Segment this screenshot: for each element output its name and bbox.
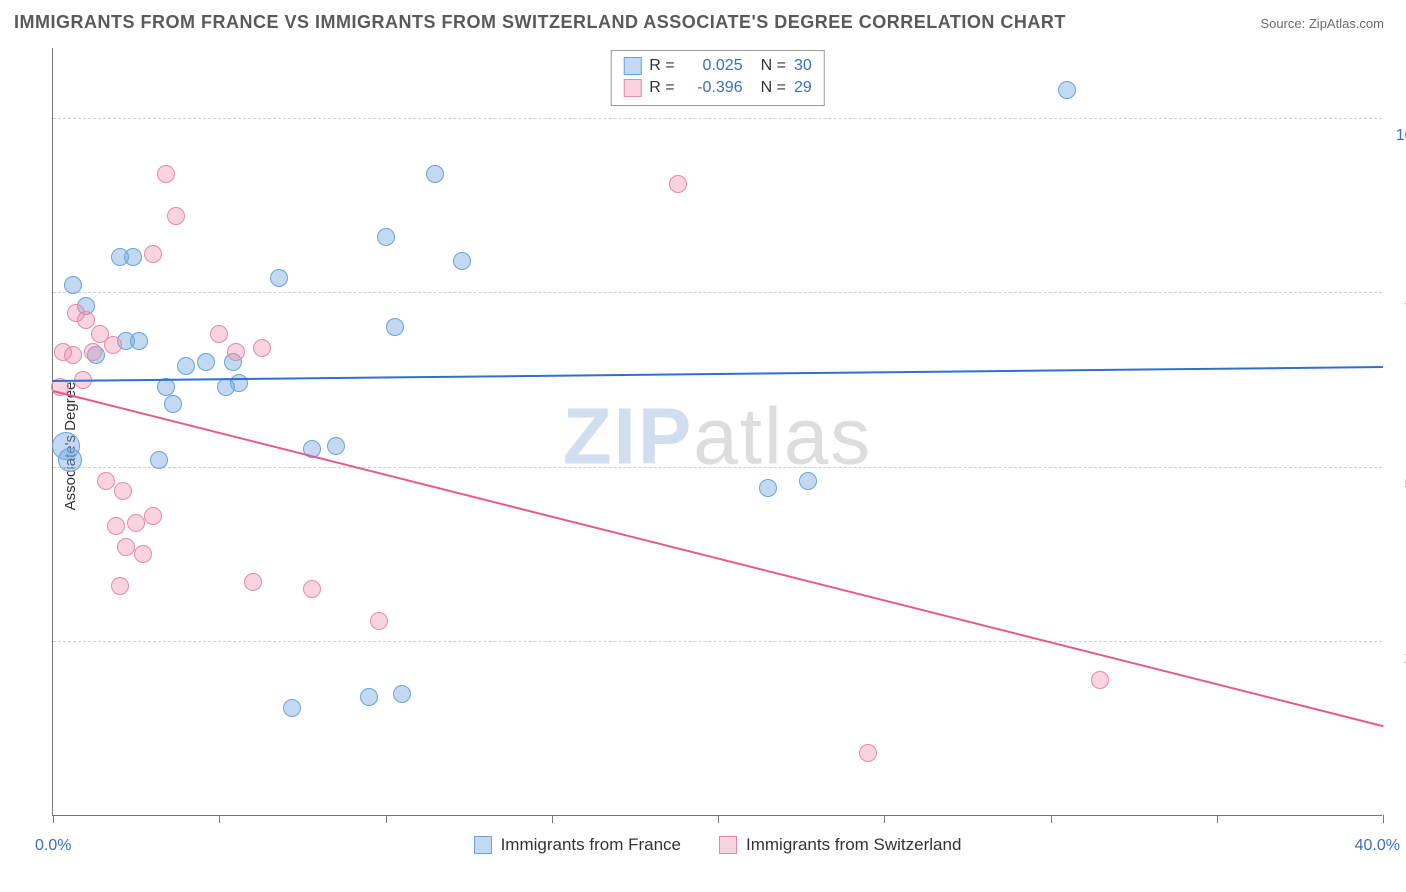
- legend-label-switzerland: Immigrants from Switzerland: [746, 835, 961, 855]
- gridline-h: [53, 292, 1382, 293]
- scatter-point: [283, 699, 301, 717]
- n-value-france: 30: [794, 55, 812, 77]
- gridline-h: [53, 467, 1382, 468]
- scatter-point: [114, 482, 132, 500]
- scatter-point: [111, 577, 129, 595]
- legend-item-switzerland: Immigrants from Switzerland: [719, 835, 961, 855]
- n-value-switzerland: 29: [794, 77, 812, 99]
- scatter-point: [230, 374, 248, 392]
- scatter-point: [144, 507, 162, 525]
- r-label: R =: [649, 77, 674, 99]
- x-tick: [1051, 815, 1052, 823]
- n-label: N =: [761, 55, 786, 77]
- legend-row-switzerland: R = -0.396 N = 29: [623, 77, 811, 99]
- scatter-point: [197, 353, 215, 371]
- scatter-point: [117, 538, 135, 556]
- scatter-point: [360, 688, 378, 706]
- scatter-point: [799, 472, 817, 490]
- x-tick: [386, 815, 387, 823]
- scatter-point: [393, 685, 411, 703]
- chart-title: IMMIGRANTS FROM FRANCE VS IMMIGRANTS FRO…: [14, 12, 1066, 33]
- x-axis-min-label: 0.0%: [35, 837, 71, 855]
- scatter-point: [370, 612, 388, 630]
- trend-line: [53, 390, 1383, 727]
- x-tick: [718, 815, 719, 823]
- x-tick: [1217, 815, 1218, 823]
- scatter-point: [210, 325, 228, 343]
- x-tick: [552, 815, 553, 823]
- correlation-legend: R = 0.025 N = 30 R = -0.396 N = 29: [610, 50, 824, 106]
- scatter-point: [104, 336, 122, 354]
- scatter-point: [177, 357, 195, 375]
- x-tick: [1383, 815, 1384, 823]
- series-legend: Immigrants from France Immigrants from S…: [53, 835, 1382, 855]
- scatter-point: [453, 252, 471, 270]
- scatter-point: [150, 451, 168, 469]
- legend-swatch-switzerland-icon: [719, 836, 737, 854]
- r-value-switzerland: -0.396: [683, 77, 743, 99]
- scatter-point: [167, 207, 185, 225]
- scatter-point: [377, 228, 395, 246]
- scatter-point: [84, 343, 102, 361]
- gridline-h: [53, 118, 1382, 119]
- legend-swatch-france: [623, 57, 641, 75]
- source-value: ZipAtlas.com: [1309, 16, 1384, 31]
- scatter-point: [107, 517, 125, 535]
- scatter-point: [1091, 671, 1109, 689]
- y-tick-label: 100.0%: [1396, 127, 1406, 145]
- r-value-france: 0.025: [683, 55, 743, 77]
- x-axis-max-label: 40.0%: [1355, 837, 1400, 855]
- scatter-point: [124, 248, 142, 266]
- scatter-point: [64, 346, 82, 364]
- scatter-point: [327, 437, 345, 455]
- scatter-point: [127, 514, 145, 532]
- scatter-point: [244, 573, 262, 591]
- scatter-point: [157, 165, 175, 183]
- x-tick: [53, 815, 54, 823]
- scatter-point: [253, 339, 271, 357]
- scatter-point: [1058, 81, 1076, 99]
- scatter-point: [270, 269, 288, 287]
- legend-row-france: R = 0.025 N = 30: [623, 55, 811, 77]
- scatter-point: [164, 395, 182, 413]
- scatter-point: [130, 332, 148, 350]
- legend-item-france: Immigrants from France: [474, 835, 681, 855]
- x-tick: [219, 815, 220, 823]
- source-label: Source:: [1260, 16, 1308, 31]
- legend-swatch-switzerland: [623, 79, 641, 97]
- trend-line: [53, 366, 1383, 382]
- n-label: N =: [761, 77, 786, 99]
- x-tick: [884, 815, 885, 823]
- scatter-point: [227, 343, 245, 361]
- scatter-point: [303, 580, 321, 598]
- scatter-point: [759, 479, 777, 497]
- gridline-h: [53, 641, 1382, 642]
- scatter-point: [97, 472, 115, 490]
- r-label: R =: [649, 55, 674, 77]
- scatter-point: [859, 744, 877, 762]
- watermark: ZIPatlas: [563, 390, 872, 482]
- plot-area: ZIPatlas R = 0.025 N = 30 R = -0.396 N =…: [52, 48, 1382, 816]
- legend-swatch-france-icon: [474, 836, 492, 854]
- scatter-point: [58, 448, 82, 472]
- scatter-point: [64, 276, 82, 294]
- scatter-point: [426, 165, 444, 183]
- scatter-point: [386, 318, 404, 336]
- scatter-point: [144, 245, 162, 263]
- scatter-point: [669, 175, 687, 193]
- scatter-point: [134, 545, 152, 563]
- source-attribution: Source: ZipAtlas.com: [1260, 16, 1384, 31]
- legend-label-france: Immigrants from France: [501, 835, 681, 855]
